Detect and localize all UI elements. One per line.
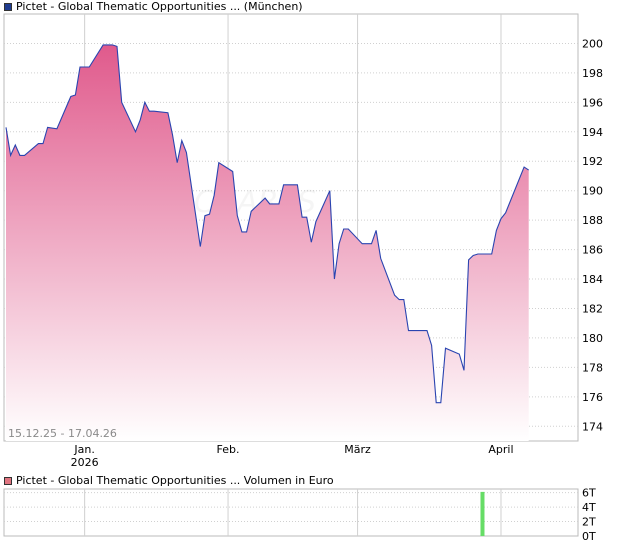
y-tick-label: 198 — [582, 67, 603, 80]
volume-y-tick-label: 6T — [582, 487, 596, 500]
price-line — [5, 44, 530, 404]
price-area — [6, 44, 529, 442]
volume-legend-text: Pictet - Global Thematic Opportunities .… — [16, 474, 334, 487]
price-legend: Pictet - Global Thematic Opportunities .… — [4, 0, 303, 14]
date-range-label: 15.12.25 - 17.04.26 — [8, 427, 117, 440]
price-series — [5, 44, 530, 442]
y-tick-label: 194 — [582, 126, 603, 139]
y-tick-label: 188 — [582, 214, 603, 227]
price-legend-swatch — [4, 3, 12, 11]
y-tick-label: 182 — [582, 302, 603, 315]
volume-plot-frame — [3, 488, 579, 537]
volume-grid — [3, 488, 579, 537]
x-tick-label: April — [488, 443, 513, 456]
y-tick-label: 200 — [582, 37, 603, 50]
volume-legend-swatch — [4, 477, 12, 485]
price-x-axis: Jan.2026 Feb. März April — [71, 443, 514, 469]
volume-y-tick-label: 2T — [582, 516, 596, 529]
y-tick-label: 184 — [582, 273, 603, 286]
price-y-axis: 174 176 178 180 182 184 186 188 190 192 194 196 198 2… — [582, 37, 603, 433]
x-tick-label: März — [344, 443, 371, 456]
y-tick-label: 178 — [582, 361, 603, 374]
volume-bar — [480, 491, 485, 536]
x-tick-year-label: 2026 — [71, 456, 99, 469]
volume-legend: Pictet - Global Thematic Opportunities .… — [4, 474, 334, 488]
x-tick-label: Jan. — [73, 443, 94, 456]
x-tick-label: Feb. — [217, 443, 240, 456]
y-tick-label: 174 — [582, 420, 603, 433]
y-tick-label: 176 — [582, 391, 603, 404]
y-tick-label: 192 — [582, 155, 603, 168]
y-tick-label: 180 — [582, 332, 603, 345]
volume-y-tick-label: 0T — [582, 530, 596, 543]
price-legend-text: Pictet - Global Thematic Opportunities .… — [16, 0, 303, 13]
volume-bars — [480, 491, 485, 536]
y-tick-label: 190 — [582, 185, 603, 198]
y-tick-label: 186 — [582, 244, 603, 257]
y-tick-label: 196 — [582, 96, 603, 109]
volume-y-tick-label: 4T — [582, 501, 596, 514]
